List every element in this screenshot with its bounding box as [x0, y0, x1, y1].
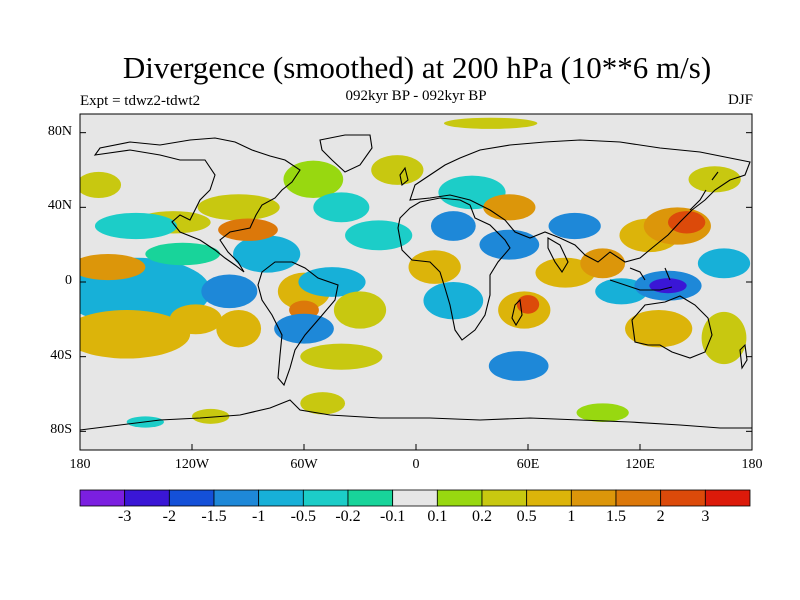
field-blob — [548, 212, 601, 240]
colorbar-label: -1.5 — [201, 508, 227, 525]
field-blob — [192, 408, 230, 424]
field-blob — [668, 211, 706, 234]
colorbar — [79, 489, 751, 507]
field-blob — [300, 392, 346, 415]
colorbar-swatch — [436, 489, 483, 507]
field-blob — [80, 254, 146, 281]
field-blob — [595, 278, 648, 305]
field-blob — [701, 311, 747, 365]
lon-label-180w: 180 — [69, 457, 91, 472]
map-title: Divergence (smoothed) at 200 hPa (10**6 … — [122, 50, 712, 85]
coastlines — [80, 134, 752, 431]
colorbar-label: -0.5 — [290, 508, 316, 525]
field-blob — [479, 229, 540, 260]
lon-label-120e: 120E — [625, 457, 655, 472]
field-blob — [576, 403, 629, 422]
colorbar-swatch — [258, 489, 304, 507]
colorbar-swatch — [347, 489, 394, 507]
season-label: DJF — [727, 92, 753, 108]
field-blob — [649, 278, 687, 294]
field-blob — [580, 248, 626, 279]
colorbar-label: -1 — [251, 508, 266, 525]
field-blob — [688, 166, 741, 193]
field-blob — [444, 117, 538, 129]
colorbar-swatch — [660, 489, 706, 507]
lat-label-40s: 40S — [50, 347, 72, 363]
colorbar-label: 0.2 — [472, 508, 492, 525]
colorbar-swatch — [392, 489, 438, 507]
colorbar-label: -0.2 — [335, 508, 361, 525]
field-blob — [233, 235, 301, 273]
field-blob — [283, 160, 344, 198]
field-blob — [625, 310, 693, 348]
colorbar-swatch — [615, 489, 662, 507]
lat-label-80n: 80N — [47, 123, 72, 139]
field-blob — [430, 211, 476, 241]
field-blob — [94, 212, 178, 240]
lon-label-60w: 60W — [290, 457, 318, 472]
colorbar-swatch — [124, 489, 170, 507]
colorbar-swatch — [481, 489, 528, 507]
map-subtitle: 092kyr BP - 092kyr BP — [345, 88, 487, 104]
colorbar-label: 0.1 — [427, 508, 448, 525]
field-blob — [345, 220, 413, 251]
field-blob — [697, 248, 751, 279]
colorbar-swatch — [526, 489, 572, 507]
experiment-label: Expt = tdwz2-tdwt2 — [80, 93, 201, 109]
lat-label-40n: 40N — [47, 198, 72, 214]
field-blob — [274, 313, 334, 344]
field-blob — [80, 310, 191, 359]
field-blob — [80, 171, 122, 198]
field-blob — [298, 267, 366, 297]
field-blob — [333, 291, 387, 329]
colorbar-swatch — [168, 489, 215, 507]
colorbar-label: 1 — [567, 508, 576, 525]
field-blob — [483, 194, 536, 221]
field-blob — [488, 351, 549, 381]
lat-label-80s: 80S — [50, 422, 72, 438]
divergence-field — [80, 117, 751, 428]
lat-label-0: 0 — [65, 273, 72, 288]
colorbar-label: -0.1 — [379, 508, 406, 525]
colorbar-swatch — [213, 489, 260, 507]
colorbar-swatch — [79, 489, 126, 507]
lon-label-180e: 180 — [741, 457, 763, 472]
colorbar-label: -2 — [162, 508, 176, 525]
field-blob — [313, 192, 370, 223]
field-blob — [423, 282, 484, 320]
colorbar-swatch — [704, 489, 751, 507]
lon-label-0: 0 — [412, 457, 420, 472]
lon-label-60e: 60E — [516, 457, 540, 472]
field-blob — [197, 194, 280, 221]
field-blob — [216, 310, 262, 348]
colorbar-label: 0.5 — [516, 508, 537, 525]
colorbar-label: -3 — [117, 508, 132, 525]
lon-label-120w: 120W — [174, 457, 210, 472]
colorbar-swatch — [302, 489, 349, 507]
colorbar-label: 3 — [701, 508, 710, 525]
colorbar-label: 2 — [656, 508, 665, 525]
field-blob — [516, 295, 540, 314]
field-blob — [145, 242, 220, 266]
field-blob — [218, 218, 278, 241]
field-blob — [371, 155, 424, 185]
field-blob — [169, 304, 222, 335]
colorbar-label: 1.5 — [606, 508, 626, 525]
colorbar-swatch — [570, 489, 617, 507]
field-blob — [300, 343, 383, 370]
field-blob — [535, 257, 596, 288]
field-blob — [201, 274, 258, 309]
axis-ticks — [79, 132, 753, 450]
